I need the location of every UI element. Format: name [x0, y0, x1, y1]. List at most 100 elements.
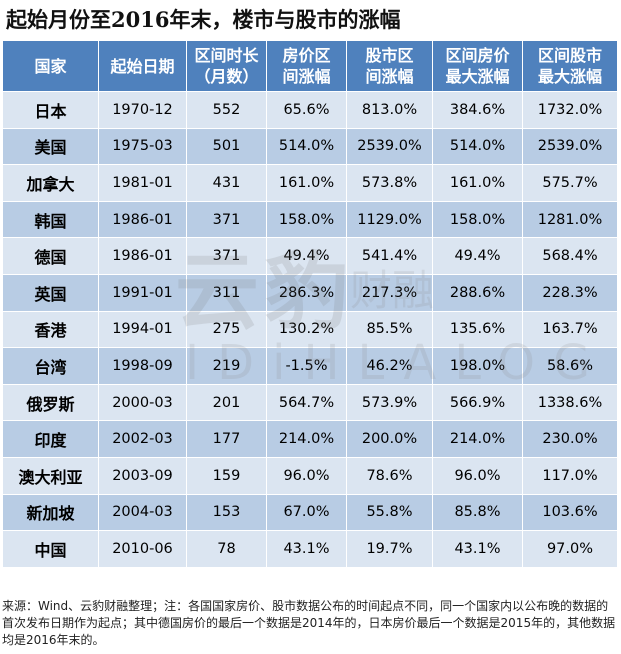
table-cell: 1970-12 — [98, 91, 187, 129]
table-cell: 501 — [186, 127, 267, 166]
table-cell: -1.5% — [266, 347, 347, 385]
table-cell: 371 — [186, 237, 267, 275]
table-cell: 573.9% — [346, 383, 433, 422]
table-cell: 49.4% — [432, 237, 523, 275]
column-header-line1: 区间房价 — [445, 46, 510, 65]
table-row: 加拿大 1981-01 431 161.0% 573.8% 161.0% 575.7% — [2, 164, 618, 202]
country-cell: 新加坡 — [2, 493, 99, 532]
column-header-line1: 房价区 — [282, 46, 331, 65]
table-cell: 288.6% — [432, 273, 523, 312]
table-cell: 1129.0% — [346, 200, 433, 239]
table-cell: 49.4% — [266, 237, 347, 275]
table-cell: 2010-06 — [98, 530, 187, 568]
table-cell: 311 — [186, 273, 267, 312]
country-cell: 英国 — [2, 273, 99, 312]
table-cell: 130.2% — [266, 310, 347, 349]
table-cell: 1998-09 — [98, 347, 187, 385]
table-row: 日本 1970-12 552 65.6% 813.0% 384.6% 1732.0% — [2, 91, 618, 129]
table-row: 澳大利亚 2003-09 159 96.0% 78.6% 96.0% 117.0% — [2, 456, 618, 495]
table-cell: 2004-03 — [98, 493, 187, 532]
table-cell: 813.0% — [346, 91, 433, 129]
column-header-line1: 区间时长 — [194, 46, 259, 65]
column-header: 国家 — [2, 40, 99, 92]
column-header-line2: 最大涨幅 — [537, 67, 602, 86]
page-title: 起始月份至2016年末，楼市与股市的涨幅 — [6, 7, 401, 32]
data-table: 国家 起始日期 区间时长 （月数） 房价区 间涨幅 股市区 间涨幅 区间房价 最大涨幅 区间股市 最大… — [2, 40, 618, 568]
table-cell: 214.0% — [432, 420, 523, 458]
table-cell: 96.0% — [432, 456, 523, 495]
source-note: 来源：Wind、云豹财融整理；注：各国国家房价、股市数据公布的时间起点不同，同一… — [2, 599, 616, 647]
table-cell: 2000-03 — [98, 383, 187, 422]
column-header: 起始日期 — [98, 40, 187, 92]
table-row: 香港 1994-01 275 130.2% 85.5% 135.6% 163.7% — [2, 310, 618, 349]
table-cell: 564.7% — [266, 383, 347, 422]
table-row: 英国 1991-01 311 286.3% 217.3% 288.6% 228.3% — [2, 273, 618, 312]
header-row: 国家 起始日期 区间时长 （月数） 房价区 间涨幅 股市区 间涨幅 区间房价 最大涨幅 区间股市 最大… — [2, 40, 618, 92]
column-header: 区间股市 最大涨幅 — [522, 40, 618, 92]
country-cell: 澳大利亚 — [2, 456, 99, 495]
table-cell: 158.0% — [432, 200, 523, 239]
table-header: 国家 起始日期 区间时长 （月数） 房价区 间涨幅 股市区 间涨幅 区间房价 最大涨幅 区间股市 最大… — [2, 40, 618, 92]
table-cell: 514.0% — [266, 127, 347, 166]
table-cell: 1986-01 — [98, 237, 187, 275]
table-cell: 568.4% — [522, 237, 618, 275]
table-cell: 552 — [186, 91, 267, 129]
table-row: 台湾 1998-09 219 -1.5% 46.2% 198.0% 58.6% — [2, 347, 618, 385]
table-cell: 1981-01 — [98, 164, 187, 202]
table-row: 韩国 1986-01 371 158.0% 1129.0% 158.0% 1281.0% — [2, 200, 618, 239]
column-header-line1: 股市区 — [365, 46, 414, 65]
table-row: 新加坡 2004-03 153 67.0% 55.8% 85.8% 103.6% — [2, 493, 618, 532]
table-cell: 161.0% — [266, 164, 347, 202]
table-cell: 1975-03 — [98, 127, 187, 166]
table-cell: 158.0% — [266, 200, 347, 239]
table-cell: 214.0% — [266, 420, 347, 458]
country-cell: 德国 — [2, 237, 99, 275]
column-header-line2: （月数） — [194, 67, 259, 86]
table-cell: 85.8% — [432, 493, 523, 532]
table-cell: 201 — [186, 383, 267, 422]
table-cell: 541.4% — [346, 237, 433, 275]
table-cell: 55.8% — [346, 493, 433, 532]
table-body: 日本 1970-12 552 65.6% 813.0% 384.6% 1732.0% 美国 19… — [2, 91, 618, 568]
table-cell: 78.6% — [346, 456, 433, 495]
column-header-line2: 最大涨幅 — [445, 67, 510, 86]
table-cell: 97.0% — [522, 530, 618, 568]
country-cell: 俄罗斯 — [2, 383, 99, 422]
table-row: 德国 1986-01 371 49.4% 541.4% 49.4% 568.4% — [2, 237, 618, 275]
table-cell: 566.9% — [432, 383, 523, 422]
table-cell: 153 — [186, 493, 267, 532]
country-cell: 台湾 — [2, 347, 99, 385]
country-cell: 加拿大 — [2, 164, 99, 202]
country-cell: 美国 — [2, 127, 99, 166]
table-cell: 575.7% — [522, 164, 618, 202]
column-header-line2: 间涨幅 — [282, 67, 331, 86]
table-cell: 43.1% — [432, 530, 523, 568]
table-cell: 230.0% — [522, 420, 618, 458]
table-cell: 198.0% — [432, 347, 523, 385]
table-row: 印度 2002-03 177 214.0% 200.0% 214.0% 230.0% — [2, 420, 618, 458]
column-header-line1: 区间股市 — [537, 46, 602, 65]
table-cell: 1338.6% — [522, 383, 618, 422]
column-header-line1: 国家 — [34, 56, 67, 76]
country-cell: 日本 — [2, 91, 99, 129]
table-cell: 371 — [186, 200, 267, 239]
country-cell: 中国 — [2, 530, 99, 568]
table-cell: 67.0% — [266, 493, 347, 532]
table-cell: 1281.0% — [522, 200, 618, 239]
table-cell: 58.6% — [522, 347, 618, 385]
table-cell: 219 — [186, 347, 267, 385]
table-cell: 78 — [186, 530, 267, 568]
column-header: 房价区 间涨幅 — [266, 40, 347, 92]
table-cell: 1732.0% — [522, 91, 618, 129]
table-cell: 228.3% — [522, 273, 618, 312]
table-cell: 2539.0% — [522, 127, 618, 166]
table-cell: 163.7% — [522, 310, 618, 349]
table-cell: 1991-01 — [98, 273, 187, 312]
table-cell: 514.0% — [432, 127, 523, 166]
country-cell: 香港 — [2, 310, 99, 349]
table-cell: 43.1% — [266, 530, 347, 568]
table-cell: 96.0% — [266, 456, 347, 495]
table-cell: 19.7% — [346, 530, 433, 568]
table-row: 俄罗斯 2000-03 201 564.7% 573.9% 566.9% 1338.6% — [2, 383, 618, 422]
table-cell: 1994-01 — [98, 310, 187, 349]
